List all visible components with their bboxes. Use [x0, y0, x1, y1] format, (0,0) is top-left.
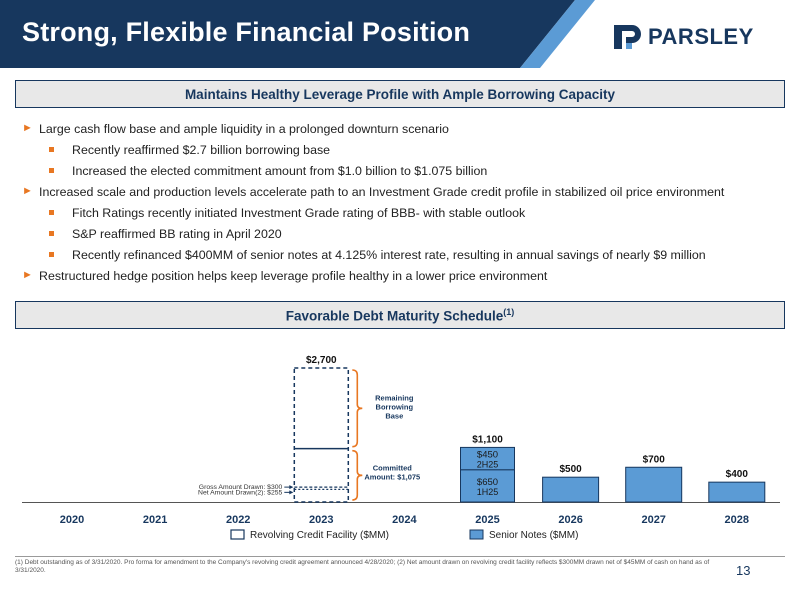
gross-drawn-label: Gross Amount Drawn: $300 [199, 484, 283, 491]
remaining-base-label: Base [385, 411, 403, 420]
legend-swatch-senior-notes [469, 529, 484, 540]
bullet-text: Restructured hedge position helps keep l… [39, 269, 548, 283]
remaining-base-label: Borrowing [376, 402, 414, 411]
section-header-leverage: Maintains Healthy Leverage Profile with … [15, 80, 785, 108]
remaining-base-label: Remaining [375, 393, 414, 402]
bullet-item: ► Large cash flow base and ample liquidit… [22, 122, 782, 143]
bullet-arrow-icon: ► [22, 269, 33, 281]
bar-value-label: $700 [643, 454, 666, 465]
footnote-marker: (1) [503, 306, 515, 317]
x-tick-label: 2028 [725, 514, 749, 526]
segment-value-label: $650 [477, 477, 498, 488]
segment-period-label: 2H25 [477, 460, 499, 470]
committed-label: Committed [373, 463, 413, 472]
logo-text: PARSLEY [648, 24, 754, 49]
x-tick-label: 2025 [475, 514, 499, 526]
debt-maturity-chart: 2020 2021 2022 2023 2024 2025 2026 2027 2028 $2,7… [0, 336, 800, 548]
bullet-square-icon [49, 168, 54, 173]
slide-title: Strong, Flexible Financial Position [22, 17, 471, 47]
bar-total-label: $1,100 [472, 434, 503, 445]
sub-bullet-item: S&P reaffirmed BB rating in April 2020 [22, 227, 782, 248]
x-tick-label: 2022 [226, 514, 250, 526]
bullet-square-icon [49, 210, 54, 215]
bullet-square-icon [49, 252, 54, 257]
section-header-debt-maturity: Favorable Debt Maturity Schedule(1) [15, 301, 785, 329]
bullet-text: Large cash flow base and ample liquidity… [39, 122, 449, 136]
section-title: Favorable Debt Maturity Schedule(1) [285, 306, 515, 324]
bullet-text: Recently reaffirmed $2.7 billion borrowi… [72, 143, 331, 157]
sub-bullet-item: Fitch Ratings recently initiated Investm… [22, 206, 782, 227]
bullet-text: Recently refinanced $400MM of senior not… [72, 248, 706, 262]
chart-svg: 2020 2021 2022 2023 2024 2025 2026 2027 2028 $2,7… [22, 355, 780, 541]
sub-bullet-item: Recently reaffirmed $2.7 billion borrowi… [22, 143, 782, 164]
bullet-item: ► Increased scale and production levels a… [22, 185, 782, 206]
committed-brace [352, 449, 363, 501]
senior-notes-bar [625, 466, 683, 503]
header-band [0, 0, 595, 68]
x-tick-label: 2027 [641, 514, 665, 526]
bullet-text: Increased the elected commitment amount … [72, 164, 488, 178]
page-number: 13 [736, 563, 751, 578]
bar-value-label: $400 [726, 469, 749, 480]
bullet-text: Increased scale and production levels ac… [39, 185, 725, 199]
x-tick-label: 2021 [143, 514, 167, 526]
committed-label: Amount: $1,075 [364, 472, 420, 481]
remaining-base-brace [352, 369, 363, 448]
footnote: (1) Debt outstanding as of 3/31/2020. Pr… [15, 559, 710, 574]
x-tick-label: 2020 [60, 514, 84, 526]
bar-value-label: $500 [559, 464, 582, 475]
senior-notes-bar-segment [460, 469, 515, 503]
net-drawn-label: Net Amount Drawn(2): $255 [198, 489, 282, 496]
senior-notes-bar [542, 476, 600, 503]
bullet-text: S&P reaffirmed BB rating in April 2020 [72, 227, 282, 241]
senior-notes-bar-segment [460, 446, 515, 471]
net-drawn-arrowhead [289, 490, 294, 495]
bullet-list: ► Large cash flow base and ample liquidit… [22, 122, 782, 290]
bullet-arrow-icon: ► [22, 122, 33, 134]
segment-value-label: $450 [477, 450, 498, 461]
company-logo: PARSLEY [614, 22, 754, 52]
parsley-logo-icon [614, 25, 641, 49]
slide-header: Strong, Flexible Financial Position PARS… [0, 0, 800, 68]
footnote-divider [15, 556, 785, 557]
bullet-arrow-icon: ► [22, 185, 33, 197]
bullet-square-icon [49, 231, 54, 236]
x-tick-label: 2026 [558, 514, 582, 526]
legend-label: Revolving Credit Facility ($MM) [250, 530, 389, 541]
bullet-square-icon [49, 147, 54, 152]
senior-notes-bar [708, 481, 766, 503]
bullet-item: ► Restructured hedge position helps keep … [22, 269, 782, 290]
segment-period-label: 1H25 [477, 487, 499, 497]
section-title: Maintains Healthy Leverage Profile with … [184, 86, 616, 102]
sub-bullet-item: Recently refinanced $400MM of senior not… [22, 248, 782, 269]
gross-drawn-arrowhead [289, 485, 294, 490]
x-tick-label: 2024 [392, 514, 417, 526]
legend-swatch-revolver [230, 529, 245, 540]
revolver-borrowing-base-bar [293, 367, 350, 503]
legend-label: Senior Notes ($MM) [489, 530, 578, 541]
x-tick-label: 2023 [309, 514, 333, 526]
sub-bullet-item: Increased the elected commitment amount … [22, 164, 782, 185]
bullet-text: Fitch Ratings recently initiated Investm… [72, 206, 526, 220]
revolver-total-label: $2,700 [306, 355, 337, 366]
